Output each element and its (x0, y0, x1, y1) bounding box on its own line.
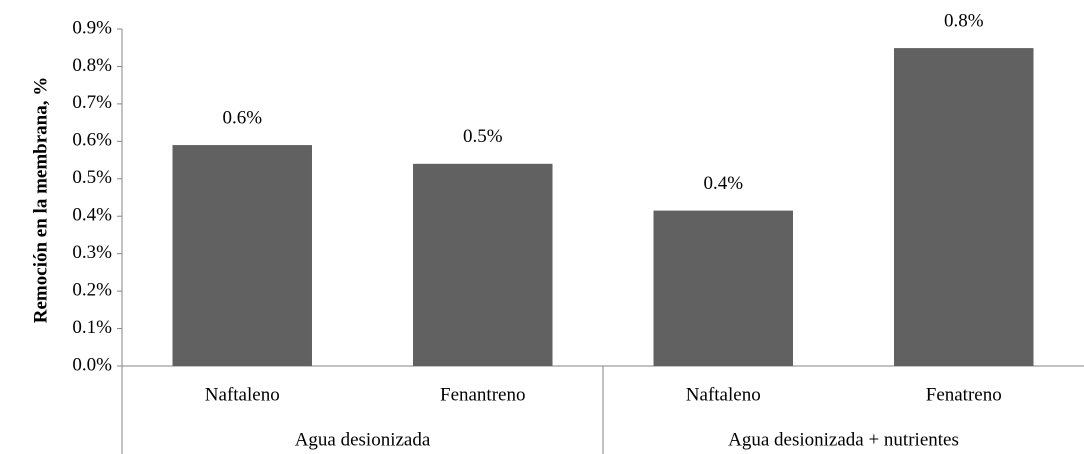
bar (653, 210, 793, 366)
bar (894, 48, 1034, 366)
y-tick-label: 0.3% (72, 242, 112, 263)
value-label: 0.5% (463, 126, 503, 147)
y-tick-label: 0.6% (72, 130, 112, 151)
group-label: Agua desionizada (295, 429, 431, 450)
x-tick-label: Fenantreno (440, 384, 525, 405)
bar (172, 145, 312, 366)
y-tick-label: 0.0% (72, 354, 112, 375)
value-label: 0.4% (703, 173, 743, 194)
value-label: 0.8% (944, 10, 984, 31)
group-label: Agua desionizada + nutrientes (728, 429, 959, 450)
y-tick-label: 0.2% (72, 279, 112, 300)
y-axis-title: Remoción en la membrana, % (30, 77, 51, 323)
x-tick-label: Naftaleno (686, 384, 761, 405)
x-tick-label: Fenatreno (926, 384, 1002, 405)
y-tick-label: 0.7% (72, 92, 112, 113)
y-tick-label: 0.4% (72, 205, 112, 226)
value-label: 0.6% (222, 107, 262, 128)
y-tick-label: 0.5% (72, 167, 112, 188)
y-tick-label: 0.1% (72, 317, 112, 338)
bar (413, 163, 553, 366)
y-tick-label: 0.9% (72, 17, 112, 38)
x-tick-label: Naftaleno (205, 384, 280, 405)
y-tick-label: 0.8% (72, 55, 112, 76)
